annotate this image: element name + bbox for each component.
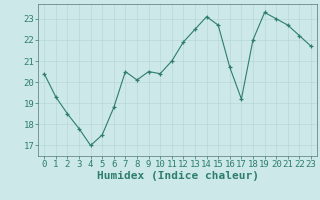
X-axis label: Humidex (Indice chaleur): Humidex (Indice chaleur) [97, 171, 259, 181]
